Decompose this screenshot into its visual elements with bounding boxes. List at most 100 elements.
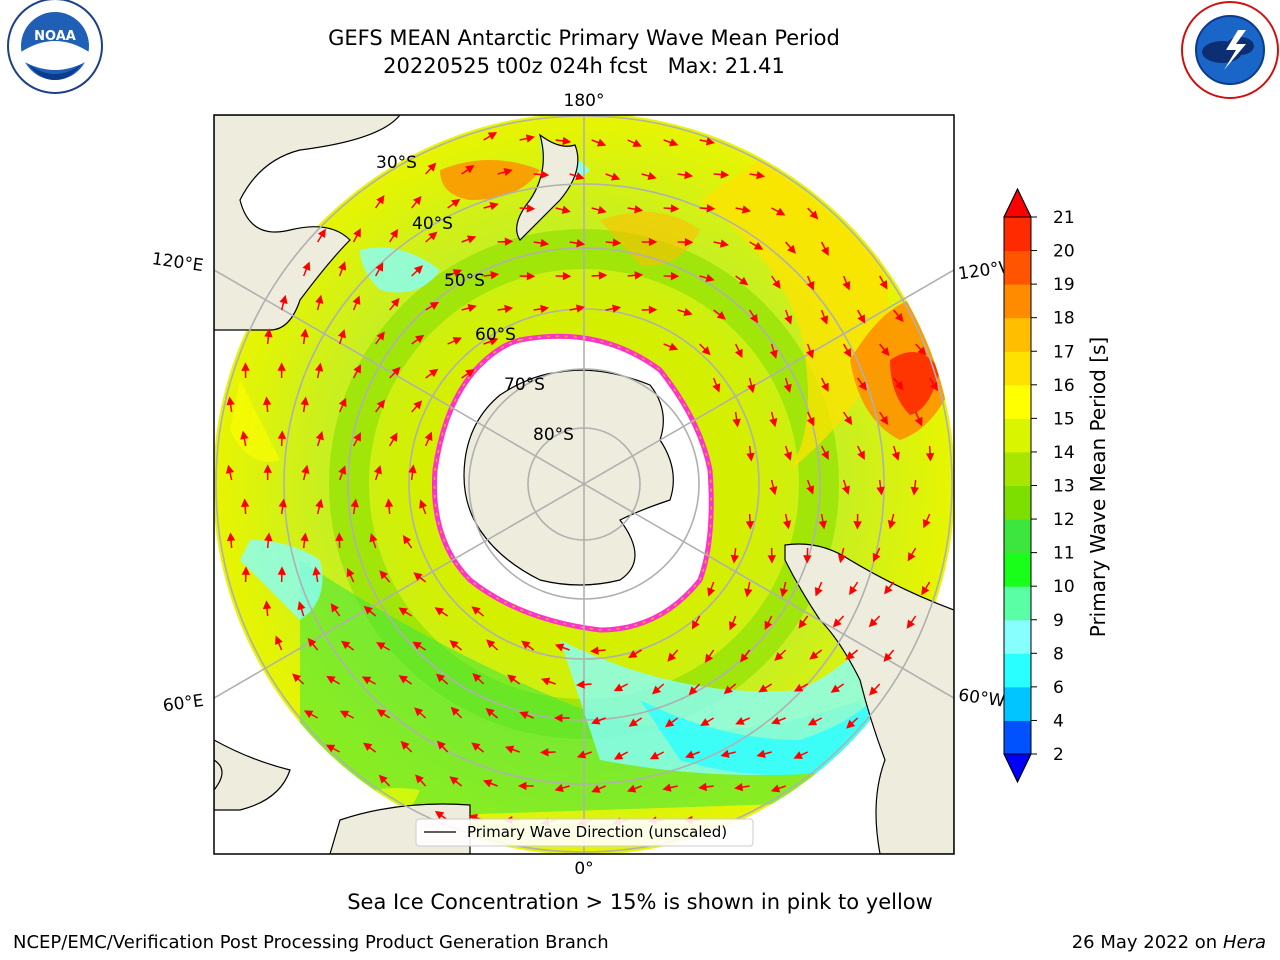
wave-direction-arrow	[665, 717, 679, 728]
wave-direction-arrow	[684, 750, 700, 759]
australia-land	[214, 115, 401, 331]
wave-direction-arrow	[868, 615, 881, 628]
colorbar-tick-label: 19	[1053, 275, 1075, 295]
colorbar-tick-label: 12	[1053, 510, 1075, 530]
wave-direction-arrow	[713, 239, 729, 248]
wave-direction-arrow	[388, 432, 398, 447]
wave-direction-arrow	[483, 337, 499, 346]
wave-direction-arrow	[338, 465, 347, 481]
wave-direction-arrow	[591, 205, 607, 214]
wave-direction-arrow	[264, 532, 273, 549]
wave-direction-arrow	[663, 271, 680, 281]
wave-direction-arrow	[425, 231, 438, 243]
wave-direction-arrow	[853, 513, 862, 530]
wave-direction-arrow	[485, 708, 499, 719]
wave-direction-arrow	[793, 683, 809, 692]
wave-direction-arrow	[745, 513, 755, 530]
wave-direction-arrow	[378, 774, 391, 787]
wave-direction-arrow	[402, 534, 413, 549]
colorbar-tick-label: 15	[1053, 409, 1075, 429]
wave-direction-arrow	[856, 445, 865, 460]
wave-direction-arrow	[783, 377, 792, 394]
colorbar-tick-label: 18	[1053, 309, 1075, 329]
wave-direction-arrow	[435, 673, 449, 685]
wave-direction-arrow	[893, 309, 904, 323]
colorbar-tick-label: 13	[1053, 477, 1075, 497]
wave-direction-arrow	[713, 309, 726, 320]
chart-title: GEFS MEAN Antarctic Primary Wave Mean Pe…	[328, 26, 840, 50]
wave-direction-arrow	[519, 204, 536, 213]
wave-direction-arrow	[447, 337, 462, 345]
wave-direction-arrow	[483, 202, 499, 211]
wave-direction-arrow	[411, 400, 423, 413]
wave-direction-arrow	[627, 205, 644, 214]
wave-direction-arrow	[613, 683, 628, 692]
colorbar-segment	[1004, 250, 1031, 285]
wave-direction-arrow	[914, 411, 923, 427]
wave-direction-arrow	[576, 680, 592, 689]
colorbar-segment	[1004, 519, 1031, 554]
noaa-logo-text: NOAA	[34, 29, 76, 44]
wave-direction-arrow	[667, 649, 679, 662]
wave-direction-arrow	[555, 136, 572, 146]
wave-direction-arrow	[533, 238, 550, 248]
wave-direction-arrow	[540, 677, 556, 686]
wave-direction-arrow	[846, 717, 859, 729]
wave-direction-arrow	[264, 328, 273, 345]
wave-direction-arrow	[569, 172, 585, 181]
wave-direction-arrow	[704, 649, 715, 663]
wave-direction-arrow	[734, 782, 750, 792]
wave-direction-arrow	[707, 581, 716, 597]
colorbar-segment	[1004, 653, 1031, 688]
wave-direction-arrow	[720, 749, 736, 758]
wave-direction-arrow	[749, 170, 766, 180]
wave-direction-arrow	[307, 637, 319, 651]
wave-direction-arrow	[764, 615, 773, 631]
wave-direction-arrow	[605, 304, 622, 313]
wave-direction-arrow	[471, 742, 485, 753]
wave-direction-arrow	[375, 399, 386, 413]
wave-direction-arrows	[225, 132, 939, 827]
wave-direction-arrow	[398, 675, 413, 685]
wave-direction-arrow	[783, 445, 792, 461]
wave-direction-arrow	[769, 343, 778, 359]
wave-direction-arrow	[389, 228, 399, 243]
wave-direction-arrow	[408, 464, 417, 481]
wave-direction-arrow	[806, 411, 815, 427]
wave-direction-arrow	[461, 303, 477, 313]
wave-direction-arrow	[297, 601, 306, 617]
wave-direction-arrow	[300, 532, 309, 549]
wave-direction-arrow	[925, 445, 935, 462]
wave-direction-arrow	[663, 342, 679, 351]
nws-logo	[1181, 1, 1279, 99]
colorbar-tick-label: 11	[1053, 544, 1075, 564]
wave-direction-arrow	[907, 547, 917, 562]
wave-direction-arrow	[699, 273, 715, 283]
noaa-logo: NOAA	[7, 0, 103, 94]
colorbar-segment	[1004, 720, 1031, 755]
colorbar-tick-label: 21	[1053, 208, 1075, 228]
wave-direction-arrow	[893, 377, 904, 391]
wave-direction-arrow	[497, 304, 514, 314]
wave-direction-arrow	[375, 331, 385, 345]
wave-direction-arrow	[279, 294, 288, 311]
wave-direction-arrow	[519, 711, 534, 720]
wave-direction-arrow	[734, 343, 743, 359]
wave-direction-arrow	[539, 748, 556, 757]
wave-direction-arrow	[363, 605, 377, 617]
wave-direction-arrow	[419, 499, 428, 515]
wave-direction-arrow	[424, 431, 433, 447]
wave-direction-arrow	[507, 674, 521, 685]
wave-direction-arrow	[384, 498, 394, 515]
wave-direction-arrow	[688, 683, 701, 696]
madagascar-land	[214, 739, 291, 811]
wave-direction-arrow	[793, 751, 808, 759]
wave-direction-arrow	[784, 309, 793, 325]
wave-direction-arrow	[820, 377, 829, 393]
wave-direction-arrow	[700, 717, 715, 727]
wave-direction-arrow	[591, 784, 606, 793]
wave-direction-arrow	[226, 396, 235, 413]
wave-direction-arrow	[769, 479, 778, 496]
wave-direction-arrow	[814, 581, 823, 597]
wave-direction-arrow	[591, 138, 607, 147]
